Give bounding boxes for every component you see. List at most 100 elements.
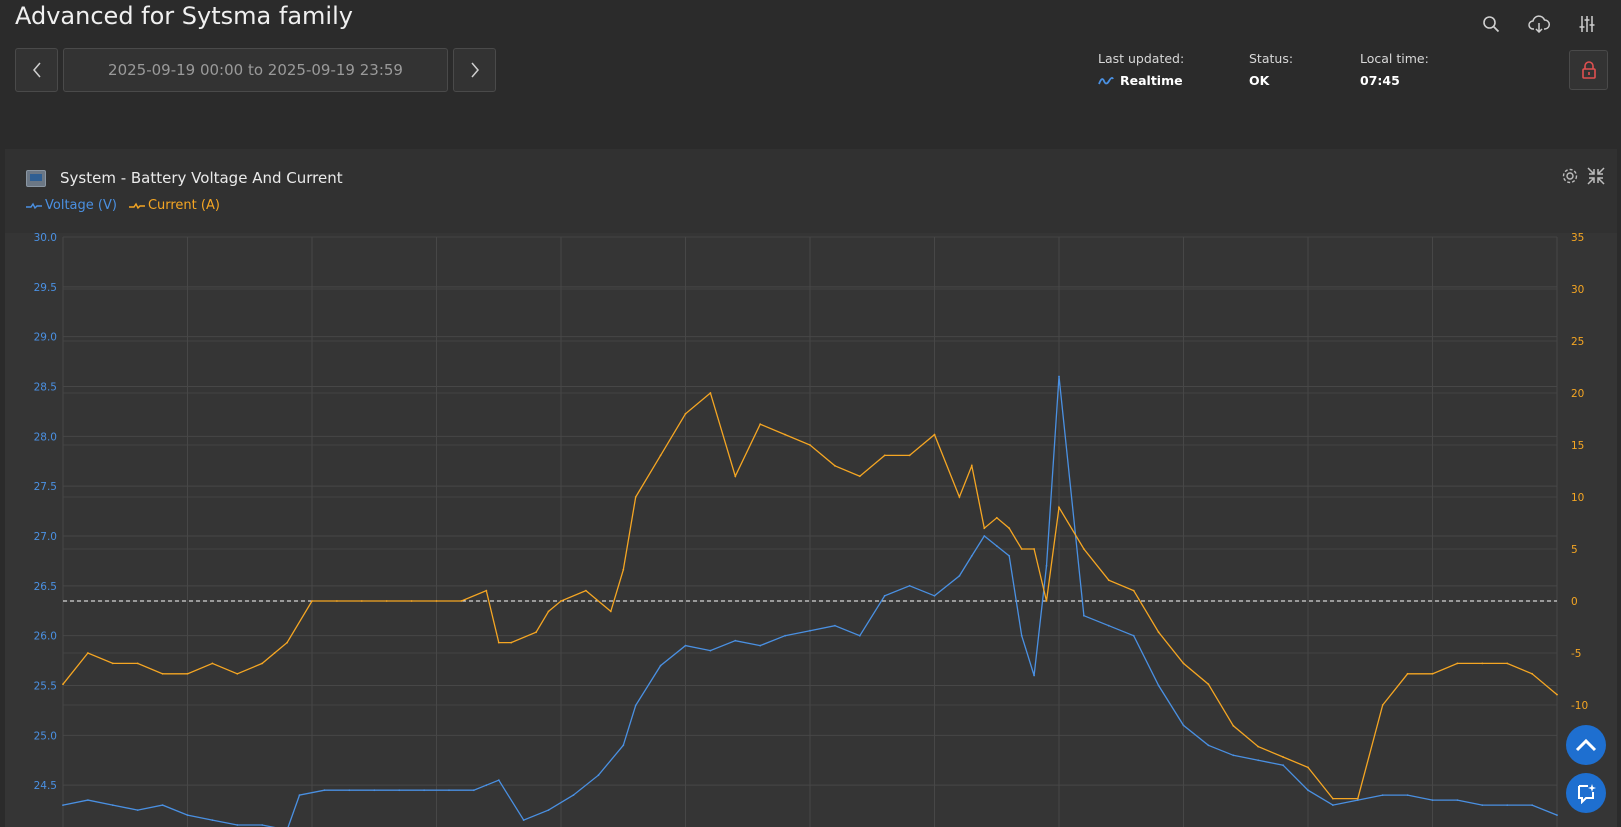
realtime-wave-icon [1098, 76, 1114, 84]
data-point-voltage [323, 789, 326, 792]
data-point-voltage [858, 634, 861, 637]
data-point-voltage [759, 644, 762, 647]
next-range-button[interactable] [453, 48, 496, 92]
data-point-voltage [1033, 674, 1035, 677]
data-point-voltage [1356, 799, 1359, 801]
scroll-top-button[interactable] [1566, 725, 1606, 765]
page-title: Advanced for Sytsma family [15, 2, 353, 30]
data-point-voltage [373, 789, 376, 792]
lock-icon [1581, 61, 1596, 79]
data-point-current [1157, 631, 1160, 634]
data-point-voltage [261, 824, 264, 826]
data-point-voltage [1257, 759, 1260, 762]
y-right-tick-label: 25 [1571, 336, 1584, 348]
data-point-current [933, 433, 936, 436]
data-point-voltage [497, 779, 500, 782]
data-point-voltage [622, 744, 625, 747]
data-point-current [286, 641, 288, 644]
gear-icon[interactable] [1561, 167, 1579, 185]
data-point-current [1282, 756, 1284, 758]
data-point-voltage [908, 584, 911, 587]
sliders-icon[interactable] [1575, 12, 1599, 36]
cloud-download-icon[interactable] [1527, 12, 1551, 36]
system-icon [26, 170, 46, 187]
data-point-current [547, 610, 550, 613]
legend-current-icon [128, 202, 145, 209]
data-point-current [734, 475, 737, 478]
legend-voltage-label: Voltage (V) [45, 198, 117, 213]
data-point-voltage [572, 794, 575, 796]
data-point-current [1257, 745, 1260, 748]
legend-voltage[interactable]: Voltage (V) [26, 198, 117, 213]
data-point-voltage [236, 824, 239, 826]
data-point-current [485, 589, 488, 592]
data-point-current [908, 454, 911, 457]
data-point-current [759, 423, 762, 426]
y-right-tick-label: -10 [1571, 700, 1588, 712]
y-right-tick-label: 0 [1571, 596, 1578, 608]
collapse-icon[interactable] [1587, 167, 1605, 185]
data-point-voltage [784, 634, 786, 637]
data-point-current [1132, 589, 1135, 592]
data-point-voltage [1045, 565, 1048, 567]
data-point-current [1332, 797, 1334, 800]
legend-current[interactable]: Current (A) [128, 198, 220, 213]
y-left-tick-label: 28.5 [34, 382, 57, 394]
data-point-voltage [161, 804, 164, 806]
y-left-tick-label: 27.5 [34, 481, 57, 493]
y-right-tick-label: 10 [1571, 492, 1584, 504]
data-point-voltage [1406, 794, 1409, 796]
search-icon[interactable] [1479, 12, 1503, 36]
last-updated-value: Realtime [1120, 73, 1183, 88]
data-point-current [1506, 662, 1509, 665]
data-point-current [186, 672, 189, 675]
data-point-current [609, 610, 612, 613]
data-point-voltage [883, 594, 886, 597]
data-point-voltage [1332, 804, 1334, 806]
previous-range-button[interactable] [15, 48, 58, 92]
data-point-voltage [809, 629, 811, 632]
data-point-current [535, 631, 537, 634]
data-point-voltage [1232, 754, 1235, 757]
feedback-button[interactable] [1566, 773, 1606, 813]
data-point-voltage [1020, 634, 1023, 637]
last-updated-label: Last updated: [1098, 51, 1185, 66]
data-point-current [1406, 672, 1409, 675]
data-point-current [1381, 704, 1384, 706]
data-point-current [1232, 724, 1235, 727]
data-point-current [834, 464, 836, 467]
data-point-voltage [1381, 794, 1384, 796]
local-time-value: 07:45 [1360, 73, 1400, 88]
data-point-current [1431, 672, 1434, 675]
chevron-left-icon [32, 62, 41, 78]
data-point-current [659, 454, 662, 457]
data-point-current [311, 600, 313, 602]
status-value: OK [1249, 73, 1270, 88]
legend-current-label: Current (A) [147, 198, 220, 213]
data-point-voltage [186, 814, 189, 816]
data-point-voltage [734, 639, 737, 642]
data-point-current [1356, 797, 1359, 800]
data-point-current [634, 496, 637, 498]
data-point-current [336, 600, 338, 602]
data-point-voltage [834, 624, 836, 627]
y-left-tick-label: 27.0 [34, 531, 57, 543]
data-point-current [858, 475, 861, 478]
data-point-voltage [1481, 804, 1484, 806]
data-point-current [161, 672, 164, 675]
y-right-tick-label: 30 [1571, 284, 1584, 296]
data-point-voltage [472, 789, 475, 792]
data-point-current [1456, 662, 1459, 665]
data-point-voltage [970, 555, 973, 557]
data-point-voltage [1207, 744, 1210, 747]
widget-tools [1561, 167, 1605, 185]
data-point-voltage [211, 819, 214, 821]
date-range-picker[interactable]: 2025-09-19 00:00 to 2025-09-19 23:59 [63, 48, 448, 92]
y-left-tick-label: 26.0 [34, 631, 57, 643]
data-point-current [273, 652, 276, 654]
data-point-voltage [1431, 799, 1434, 801]
data-point-current [709, 392, 712, 394]
data-point-voltage [983, 535, 986, 537]
lock-button[interactable] [1569, 50, 1608, 90]
last-updated-block: Last updated: Realtime [1098, 51, 1184, 88]
